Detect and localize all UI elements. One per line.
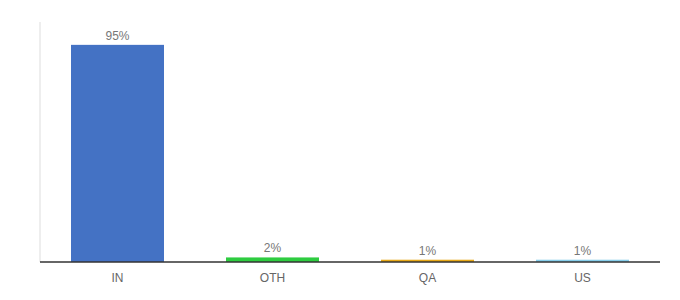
data-label: 1%: [419, 244, 437, 258]
data-label: 95%: [105, 29, 129, 43]
bars: [71, 45, 629, 262]
data-label: 1%: [574, 244, 592, 258]
bar: [71, 45, 164, 262]
x-tick-label: IN: [112, 271, 124, 285]
data-label: 2%: [264, 241, 282, 255]
x-axis-line: [40, 261, 660, 263]
y-axis-line: [40, 22, 41, 262]
chart: 95% 2% 1% 1% IN OTH QA US: [0, 0, 680, 300]
x-tick-label: QA: [419, 271, 436, 285]
x-tick-label: US: [574, 271, 591, 285]
x-tick-label: OTH: [260, 271, 285, 285]
chart-container: 95% 2% 1% 1% IN OTH QA US: [0, 0, 680, 300]
